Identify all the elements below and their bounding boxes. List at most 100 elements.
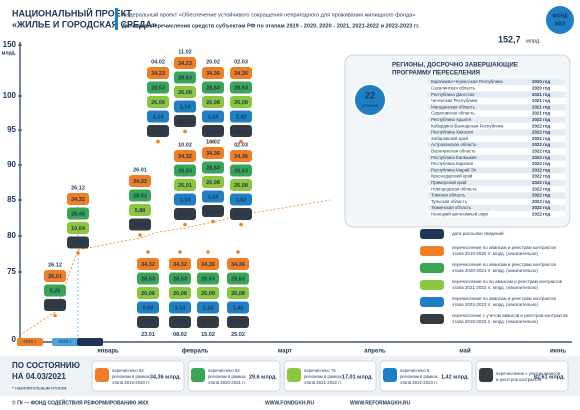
column-date: 02.03 (234, 142, 248, 148)
month-label: апрель (364, 349, 386, 355)
segment-label: 28,53 (173, 276, 187, 282)
status-text: перечислено 82 (112, 368, 144, 373)
region-row (428, 79, 565, 85)
region-name: Карачаево-Черкесская Республика (431, 79, 503, 84)
stack-segment (137, 287, 159, 299)
status-icon (191, 368, 205, 382)
segment-label: 28,53 (178, 168, 192, 174)
segment-label: 81,24 (206, 129, 221, 135)
stack-segment (230, 164, 252, 177)
status-value: 17,01 млрд. (342, 374, 374, 380)
segment-label: 80,43 (178, 119, 192, 125)
segment-label: 26,01 (178, 183, 192, 189)
region-name: Новгородская область (431, 186, 477, 191)
year-label: 2021 г. (83, 339, 97, 344)
segment-label: 26,08 (206, 100, 220, 106)
region-row (428, 110, 565, 117)
region-name: Краснодарский край (431, 174, 473, 179)
y-axis-label: 85 (7, 195, 16, 204)
stack-segment (129, 218, 151, 231)
status-icon (383, 368, 397, 382)
column-point (239, 222, 243, 227)
region-row (428, 173, 565, 180)
segment-label: 28,63 (206, 165, 220, 171)
region-row (428, 161, 565, 167)
status-note: * накопительным итогом (12, 385, 66, 391)
regions-count-label: региона (362, 103, 379, 108)
region-row (428, 154, 565, 161)
region-name: Чеченская Республика (431, 98, 478, 103)
stack-segment (137, 316, 159, 328)
segment-label: 1,14 (208, 114, 220, 120)
segment-label: 34,23 (151, 71, 165, 77)
column-point (211, 139, 215, 144)
total-unit: млрд. (526, 38, 541, 44)
region-name: Томская область (431, 193, 466, 198)
stack-segment (227, 316, 249, 328)
segment-label: 82,83 (231, 320, 245, 326)
stack-segment (197, 258, 219, 270)
region-name: Магаданская область (431, 104, 476, 109)
segment-label: 80,12 (173, 320, 187, 326)
region-year: 2021 год (532, 98, 550, 103)
region-name: Хабаровский край (431, 136, 468, 141)
stack-segment (67, 222, 89, 234)
footer-link: WWW.REFORMAGKH.RU (350, 400, 411, 406)
legend-icon (420, 246, 444, 256)
segment-label: 26,06 (151, 100, 165, 106)
segment-label: 26,08 (231, 291, 245, 297)
month-label: март (278, 349, 292, 355)
segment-label: 1,14 (203, 305, 215, 311)
footer-link: WWW.FONDGKH.RU (265, 400, 315, 406)
status-title: ПО СОСТОЯНИЮ (12, 361, 80, 370)
logo (546, 6, 574, 34)
status-icon (287, 368, 301, 382)
status-value: 1,42 млрд. (441, 374, 470, 380)
stack-segment (174, 71, 196, 84)
stack-segment (174, 179, 196, 191)
column-date: 26.12 (71, 185, 85, 191)
segment-label: 34,32 (178, 154, 192, 160)
region-year: 2022 год (532, 148, 550, 153)
stack-segment (169, 301, 191, 314)
region-year: 2021 год (532, 92, 550, 97)
region-name: Кабардино-Балкарская Республика (431, 123, 504, 128)
region-name: Саратовская область (431, 111, 475, 116)
legend-text: перечисление по по авансам и реестрам ко… (452, 279, 563, 284)
stack-segment (129, 204, 151, 216)
year-marker (17, 338, 43, 346)
status-box (475, 360, 569, 392)
status-icon (479, 368, 493, 382)
status-text: и реестров контрактов (496, 377, 542, 382)
segment-label: 28,46 (71, 211, 85, 217)
month-label: январь (97, 349, 119, 355)
segment-label: 81,24 (206, 209, 221, 215)
column-date: 08.02 (173, 332, 187, 338)
segment-label: 34,32 (173, 262, 187, 268)
region-row (428, 104, 565, 110)
legend-text: этапа 2019-2023 гг. млрд. (накопительно) (452, 319, 538, 324)
federal-project: Федеральный проект «Обеспечение устойчив… (122, 11, 415, 18)
region-name: Республика Адыгея (431, 117, 472, 122)
regions-count: 22 (365, 90, 375, 100)
stack-segment (202, 147, 224, 159)
segment-label: 34,36 (206, 151, 220, 157)
region-name: Приморский край (431, 180, 467, 185)
segment-label: 26,08 (201, 291, 215, 297)
region-name: Тульская область (431, 199, 468, 204)
region-year: 2020 год (532, 79, 550, 84)
status-box (283, 360, 377, 392)
segment-label: 10,64 (71, 226, 86, 232)
segment-label: 78,45 (141, 320, 155, 326)
segment-label: 0,68 (143, 305, 154, 311)
legend-text: этапа 2019-2020 гг. млрд. (накопительно) (452, 251, 538, 256)
segment-label: 26,06 (141, 291, 155, 297)
region-row (428, 91, 565, 98)
segment-label: 28,63 (206, 85, 220, 91)
segment-label: 28,63 (234, 168, 248, 174)
stack-segment (197, 272, 219, 285)
segment-label: 1,62 (236, 197, 247, 203)
region-row (428, 205, 565, 211)
segment-label: 1,14 (180, 197, 192, 203)
